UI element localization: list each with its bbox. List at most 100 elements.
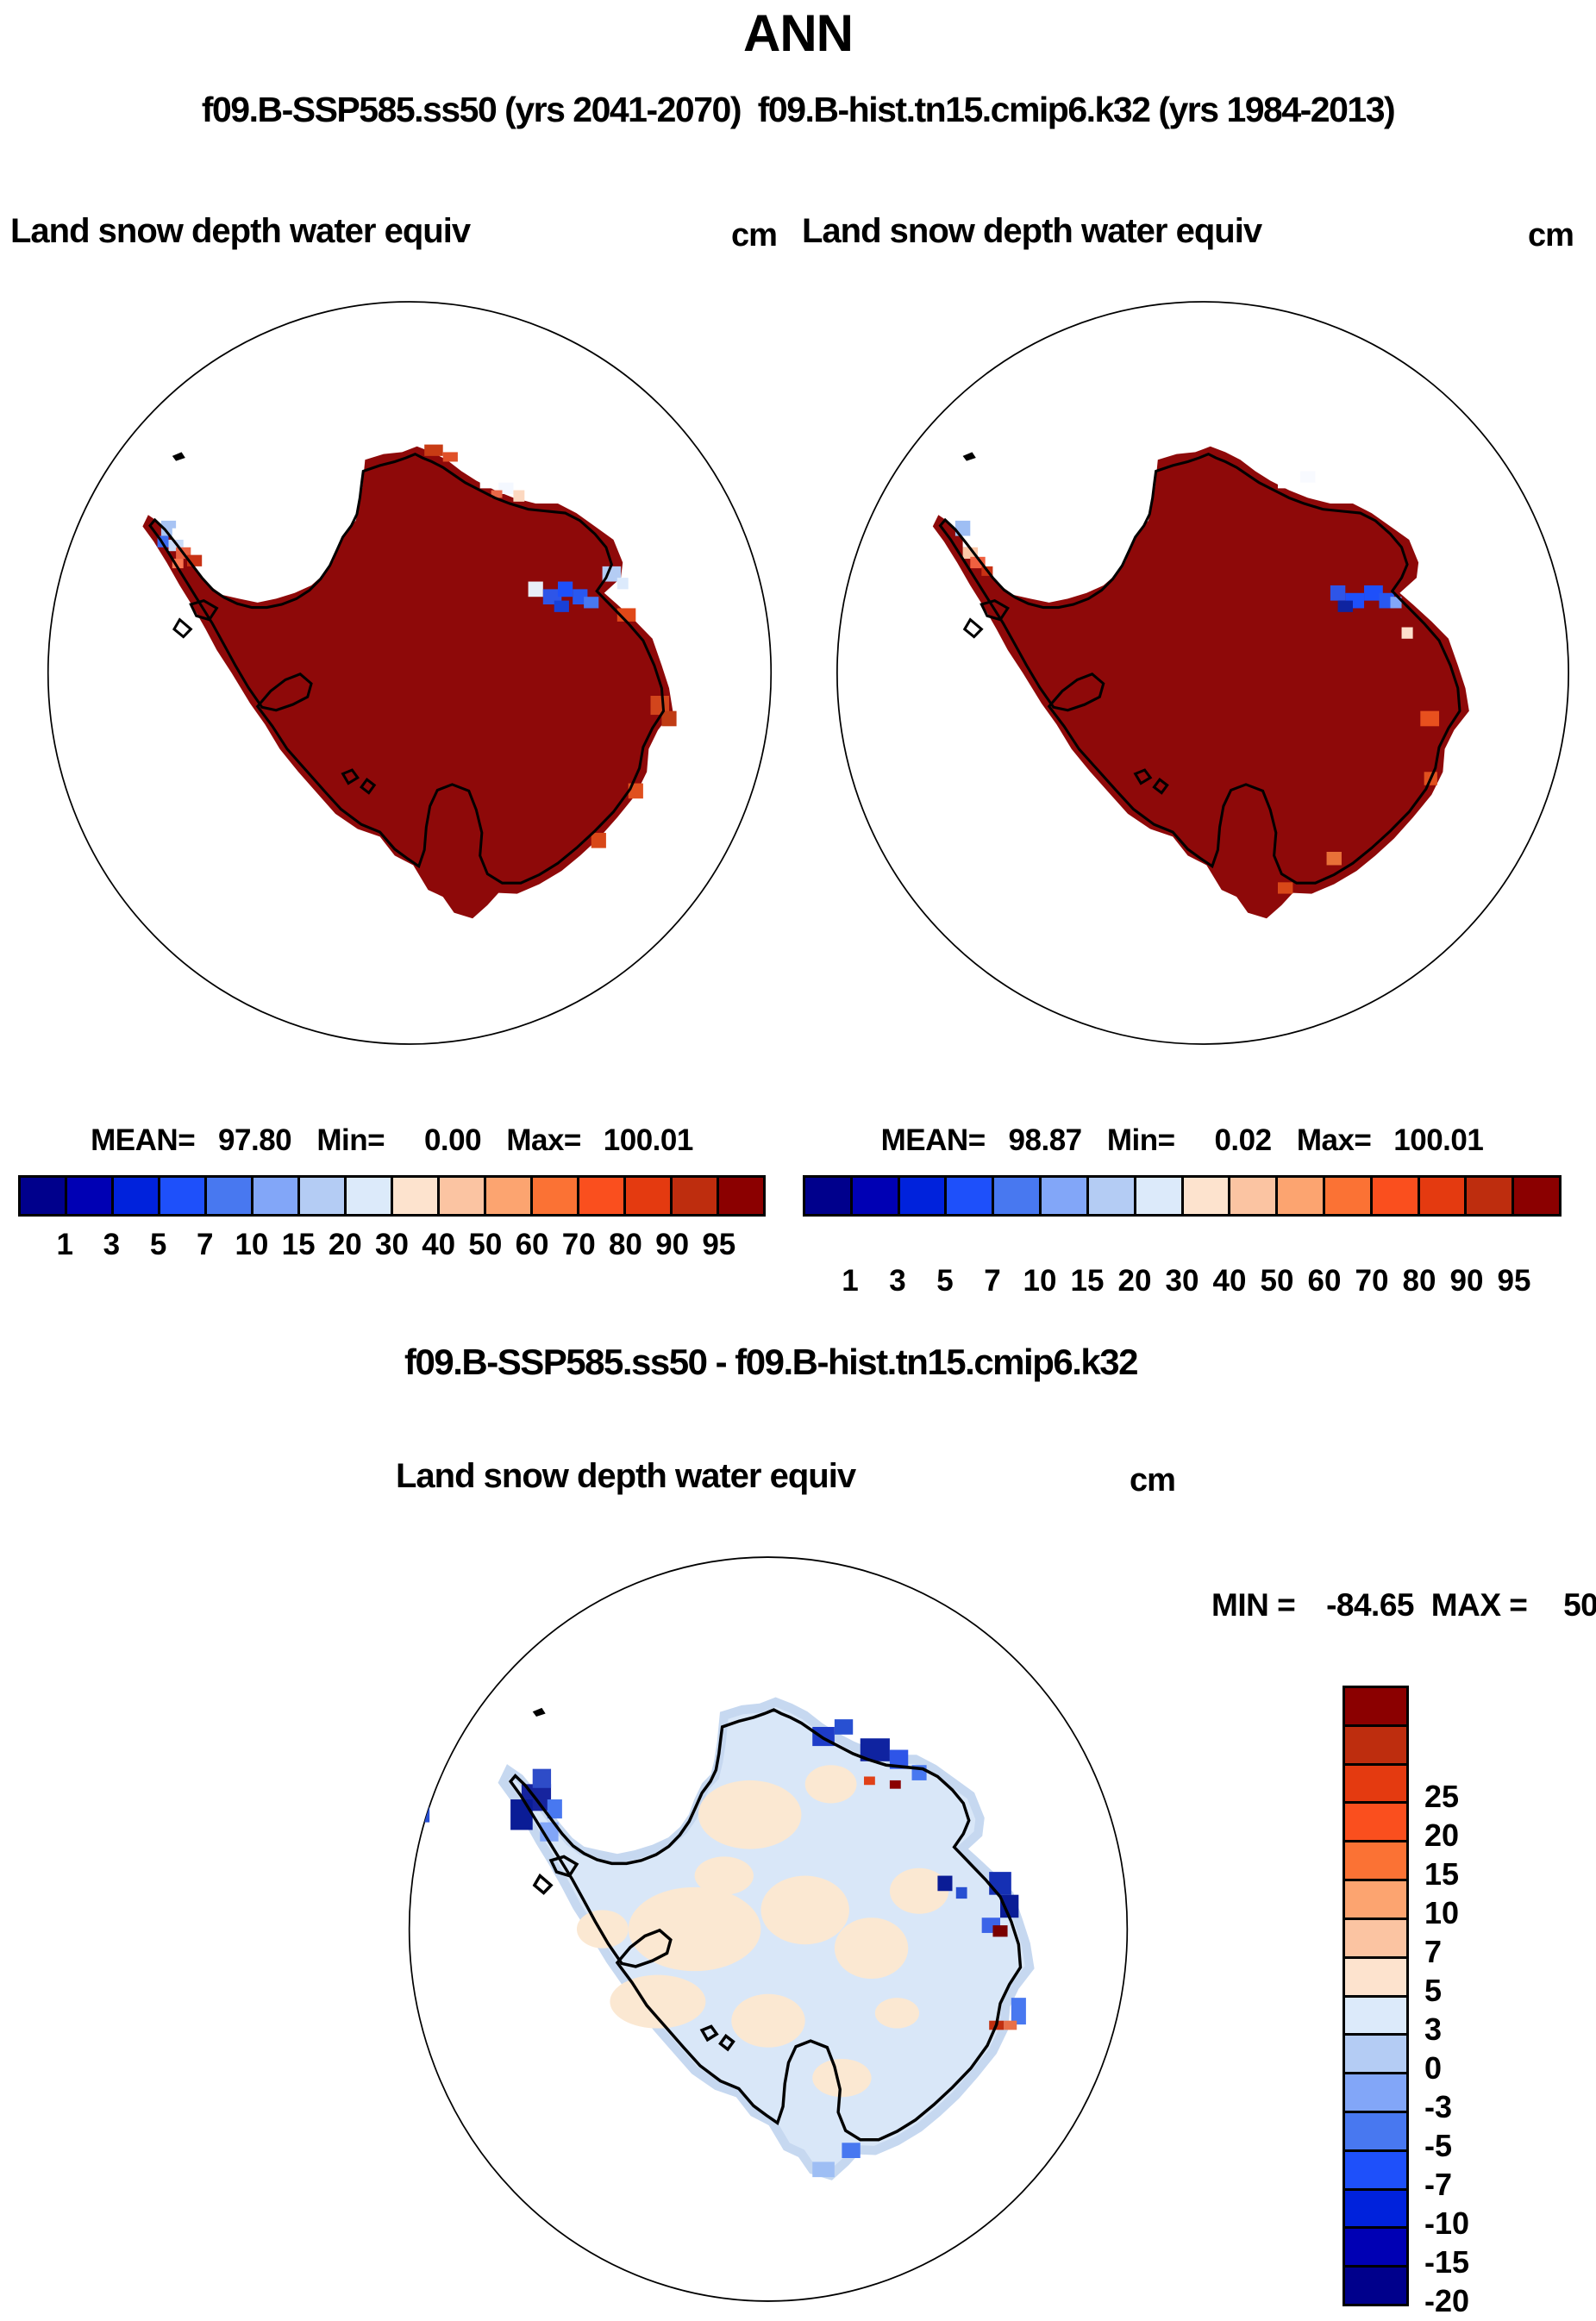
colorbar-tick-label: 7 bbox=[197, 1228, 214, 1261]
colorbar-segment bbox=[1275, 1178, 1323, 1214]
colorbar-tick-label: 70 bbox=[1355, 1264, 1389, 1298]
colorbar-tick-label: 70 bbox=[561, 1228, 596, 1261]
map-hist bbox=[836, 301, 1569, 1045]
left-panel-units-label: cm bbox=[731, 217, 778, 253]
colorbar-segment bbox=[1464, 1178, 1512, 1214]
left-panel-stats: MEAN= 97.80 Min= 0.00 Max= 100.01 bbox=[18, 1123, 766, 1158]
max-label: MAX = bbox=[1430, 1587, 1528, 1623]
colorbar-tick-label: 1 bbox=[842, 1264, 859, 1298]
colorbar-tick-label: 1 bbox=[56, 1228, 73, 1261]
colorbar-segment bbox=[65, 1178, 111, 1214]
colorbar-tick-label: 7 bbox=[984, 1264, 1001, 1298]
colorbar-segment bbox=[1180, 1178, 1229, 1214]
colorbar-tick-label: 95 bbox=[702, 1228, 736, 1261]
colorbar-tick-label: 10 bbox=[235, 1228, 269, 1261]
colorbar-tick-label: 90 bbox=[655, 1228, 690, 1261]
colorbar-segment bbox=[1345, 2149, 1406, 2188]
colorbar-tick-label: 0 bbox=[1424, 2050, 1443, 2086]
colorbar-tick-label: 5 bbox=[936, 1264, 954, 1298]
diff-minmax-stats: MIN = -84.65 MAX = 50.55 bbox=[1211, 1587, 1596, 1623]
colorbar-segment bbox=[849, 1178, 898, 1214]
colorbar-segment bbox=[1345, 1762, 1406, 1802]
colorbar-segment bbox=[1086, 1178, 1134, 1214]
colorbar-tick-label: 10 bbox=[1023, 1264, 1057, 1298]
colorbar-tick-label: 5 bbox=[149, 1228, 167, 1261]
max-label: Max= bbox=[1296, 1123, 1372, 1157]
diff-units-label: cm bbox=[1130, 1462, 1176, 1498]
right-panel-units-label: cm bbox=[1528, 217, 1574, 253]
colorbar-tick-label: 15 bbox=[1424, 1856, 1460, 1892]
colorbar-tick-label: 30 bbox=[375, 1228, 409, 1261]
colorbar-segment bbox=[1345, 1955, 1406, 1995]
min-label: Min= bbox=[316, 1123, 385, 1157]
anomaly-patches bbox=[836, 452, 1440, 894]
colorbar-tick-label: 95 bbox=[1497, 1264, 1531, 1298]
max-value: 100.01 bbox=[1393, 1123, 1484, 1157]
colorbar-tick-label: -10 bbox=[1424, 2205, 1470, 2241]
colorbar-tick-label: 10 bbox=[1424, 1895, 1460, 1930]
min-value: -84.65 bbox=[1326, 1587, 1414, 1623]
max-value: 100.01 bbox=[603, 1123, 694, 1157]
colorbar-segment bbox=[1345, 1994, 1406, 2034]
colorbar-segment bbox=[530, 1178, 577, 1214]
colorbar-tick-label: 20 bbox=[1424, 1817, 1460, 1853]
max-label: Max= bbox=[506, 1123, 581, 1157]
colorbar-segment bbox=[297, 1178, 344, 1214]
colorbar-tick-label: 20 bbox=[1117, 1264, 1152, 1298]
min-label: Min= bbox=[1106, 1123, 1175, 1157]
colorbar-segment bbox=[717, 1178, 763, 1214]
diff-colorbar bbox=[1343, 1686, 1409, 2306]
colorbar-segment bbox=[1345, 2072, 1406, 2111]
colorbar-tick-label: 15 bbox=[281, 1228, 316, 1261]
interior-mottling bbox=[576, 1765, 949, 2098]
left-colorbar-ticks: 1 3 5 7 10 15 20 30 40 50 60 70 80 90 95 bbox=[18, 1228, 766, 1264]
colorbar-tick-label: -7 bbox=[1424, 2167, 1453, 2202]
colorbar-segment bbox=[204, 1178, 251, 1214]
colorbar-tick-label: 3 bbox=[1424, 2011, 1443, 2047]
colorbar-segment bbox=[1345, 1917, 1406, 1956]
colorbar-segment bbox=[1345, 2187, 1406, 2227]
colorbar-tick-label: 90 bbox=[1449, 1264, 1484, 1298]
colorbar-tick-label: 3 bbox=[889, 1264, 906, 1298]
colorbar-segment bbox=[484, 1178, 530, 1214]
colorbar-tick-label: -15 bbox=[1424, 2244, 1470, 2280]
colorbar-tick-label: 40 bbox=[422, 1228, 456, 1261]
mean-value: 98.87 bbox=[1008, 1123, 1083, 1157]
colorbar-segment bbox=[1369, 1178, 1418, 1214]
colorbar-segment bbox=[944, 1178, 992, 1214]
anomaly-patches bbox=[415, 1707, 1026, 2178]
colorbar-tick-label: 50 bbox=[468, 1228, 503, 1261]
right-colorbar bbox=[803, 1175, 1562, 1217]
colorbar-segment bbox=[111, 1178, 158, 1214]
colorbar-segment bbox=[670, 1178, 717, 1214]
colorbar-segment bbox=[805, 1178, 850, 1214]
colorbar-segment bbox=[1228, 1178, 1276, 1214]
case-subtitle: f09.B-SSP585.ss50 (yrs 2041-2070) f09.B-… bbox=[201, 90, 1396, 129]
colorbar-tick-label: 25 bbox=[1424, 1779, 1460, 1814]
colorbar-tick-label: 3 bbox=[103, 1228, 121, 1261]
min-value: 0.00 bbox=[423, 1123, 482, 1157]
small-island-mark bbox=[172, 452, 185, 461]
colorbar-segment bbox=[1417, 1178, 1465, 1214]
map-ssp585 bbox=[47, 301, 773, 1045]
colorbar-tick-label: 5 bbox=[1424, 1973, 1443, 2008]
small-island-mark bbox=[532, 1707, 546, 1717]
min-label: MIN = bbox=[1211, 1587, 1296, 1623]
colorbar-segment bbox=[251, 1178, 297, 1214]
colorbar-segment bbox=[623, 1178, 670, 1214]
map-difference bbox=[408, 1556, 1129, 2302]
max-value: 50.55 bbox=[1563, 1587, 1596, 1623]
colorbar-segment bbox=[21, 1178, 65, 1214]
colorbar-segment bbox=[897, 1178, 945, 1214]
colorbar-segment bbox=[1345, 1688, 1406, 1724]
colorbar-segment bbox=[1345, 1879, 1406, 1917]
colorbar-tick-label: 30 bbox=[1165, 1264, 1199, 1298]
colorbar-segment bbox=[1512, 1178, 1559, 1214]
colorbar-segment bbox=[391, 1178, 437, 1214]
difference-title: f09.B-SSP585.ss50 - f09.B-hist.tn15.cmip… bbox=[404, 1342, 1138, 1382]
colorbar-segment bbox=[437, 1178, 484, 1214]
colorbar-segment bbox=[1345, 1840, 1406, 1880]
colorbar-segment bbox=[1345, 2226, 1406, 2266]
colorbar-tick-label: 60 bbox=[515, 1228, 549, 1261]
